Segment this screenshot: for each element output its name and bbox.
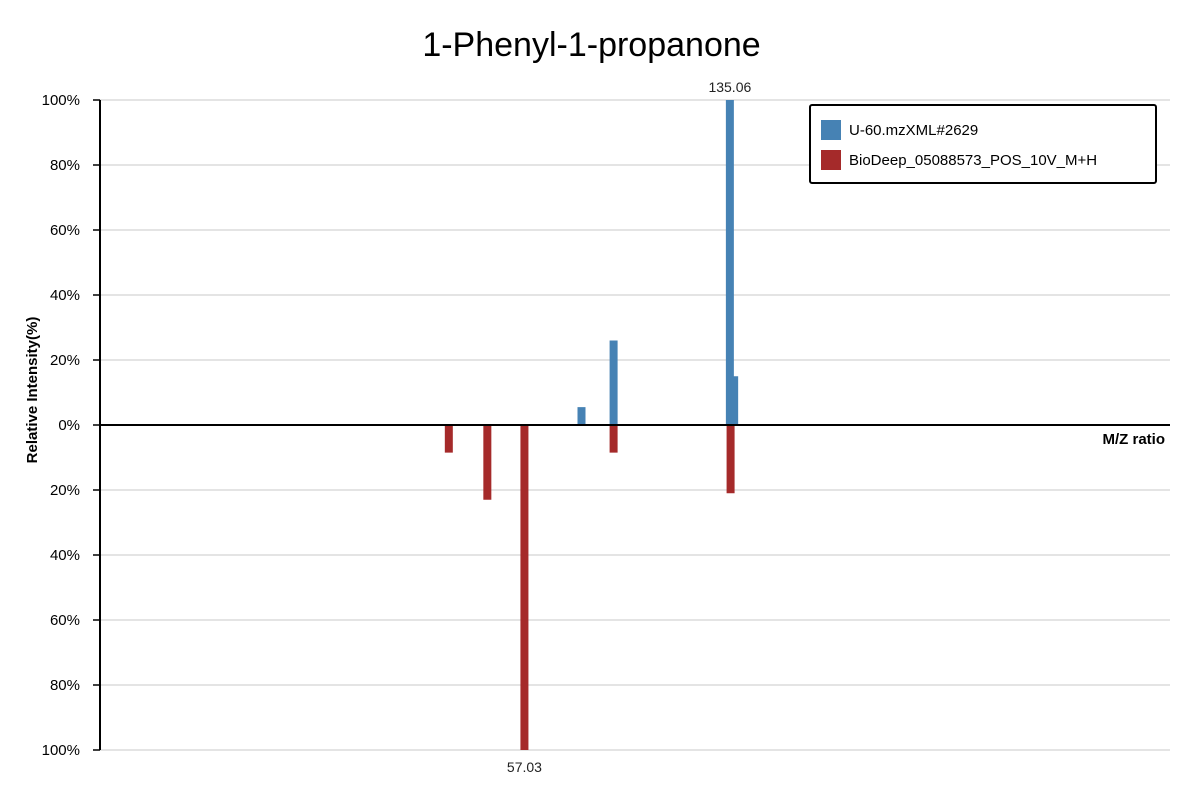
reference-peak-bar	[609, 425, 618, 453]
y-tick-label: 60%	[50, 612, 80, 629]
y-ticks: 100% 80% 60% 40% 20% 0% 20% 40% 60% 80% 100%	[42, 92, 100, 759]
y-tick-label: 100%	[42, 742, 80, 759]
peaks	[444, 100, 739, 750]
legend-label-query: U-60.mzXML#2629	[849, 121, 979, 139]
x-axis-title: M/Z ratio	[1103, 431, 1166, 448]
legend-swatch-reference	[821, 150, 841, 170]
peak-mz-label: 135.06	[708, 79, 751, 95]
query-peak-bar	[725, 100, 734, 425]
reference-peak-bar	[726, 425, 735, 494]
peak-labels: 135.06 57.03	[507, 79, 752, 775]
peak-mz-label: 57.03	[507, 759, 542, 775]
y-tick-label: 40%	[50, 287, 80, 304]
grid	[100, 99, 1170, 751]
reference-peak-bar	[520, 425, 529, 750]
query-peak-bar	[730, 376, 739, 425]
reference-peak-bar	[483, 425, 492, 500]
legend-item-reference: BioDeep_05088573_POS_10V_M+H	[821, 150, 1097, 170]
query-peak-bar	[577, 407, 586, 425]
y-tick-label: 0%	[58, 417, 80, 434]
y-axis-title: Relative Intensity(%)	[24, 317, 41, 464]
chart-title: 1-Phenyl-1-propanone	[422, 26, 761, 64]
y-tick-label: 20%	[50, 352, 80, 369]
y-tick-label: 80%	[50, 157, 80, 174]
legend-item-query: U-60.mzXML#2629	[821, 120, 978, 140]
query-peak-bar	[609, 340, 618, 425]
y-tick-label: 20%	[50, 482, 80, 499]
y-tick-label: 80%	[50, 677, 80, 694]
legend-label-reference: BioDeep_05088573_POS_10V_M+H	[849, 151, 1098, 169]
axes	[99, 100, 1170, 750]
y-tick-label: 40%	[50, 547, 80, 564]
legend-swatch-query	[821, 120, 841, 140]
reference-peak-bar	[444, 425, 453, 453]
y-tick-label: 100%	[42, 92, 80, 109]
legend: U-60.mzXML#2629 BioDeep_05088573_POS_10V…	[809, 104, 1157, 184]
y-tick-label: 60%	[50, 222, 80, 239]
